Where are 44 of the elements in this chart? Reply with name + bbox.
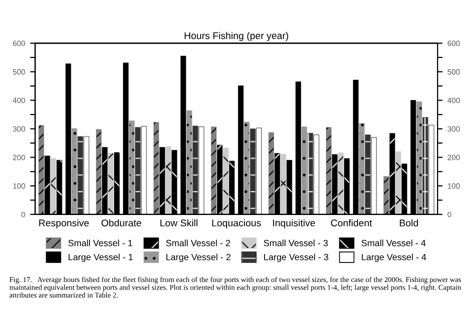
bar [129, 120, 135, 214]
legend-label: Large Vessel - 2 [166, 254, 230, 262]
bar [210, 126, 217, 214]
bar [108, 152, 114, 214]
bar [365, 134, 371, 214]
bar [244, 122, 250, 214]
x-tick-label: Inquisitive [273, 219, 316, 228]
bar [50, 158, 56, 214]
bar [154, 122, 160, 214]
bar [268, 132, 274, 214]
legend-label: Small Vessel - 4 [362, 240, 426, 246]
bar [308, 132, 314, 214]
chart-title: Hours Fishing (per year) [184, 32, 288, 42]
legend-label: Small Vessel - 3 [264, 240, 328, 246]
bar [38, 125, 44, 214]
x-tick-label: Obdurate [102, 219, 142, 226]
bar [186, 110, 192, 214]
x-tick-label: Low Skill [160, 219, 198, 226]
bar [338, 152, 344, 214]
bar [135, 127, 141, 214]
bar [192, 126, 198, 214]
legend-label: Large Vessel - 3 [264, 254, 328, 262]
x-tick-label: Confident [331, 219, 372, 226]
bar [78, 136, 84, 214]
x-tick-label: Responsive [39, 219, 89, 228]
bar [280, 154, 286, 214]
bar [96, 129, 102, 214]
bar [302, 126, 308, 214]
bar [359, 123, 365, 214]
legend-label: Small Vessel - 1 [68, 240, 132, 246]
legend-label: Large Vessel - 4 [362, 254, 426, 262]
bar [422, 117, 428, 214]
bar [250, 128, 256, 214]
bar [72, 128, 78, 214]
legend-label: Small Vessel - 2 [166, 240, 230, 246]
bar [223, 148, 229, 214]
x-tick-label: Bold [400, 219, 418, 226]
bar [396, 151, 402, 214]
legend-label: Large Vessel - 1 [68, 254, 133, 262]
x-tick-label: Loquacious [212, 219, 261, 228]
bar [326, 127, 332, 214]
bar [416, 101, 422, 214]
bar [166, 146, 172, 214]
bar [383, 176, 390, 214]
